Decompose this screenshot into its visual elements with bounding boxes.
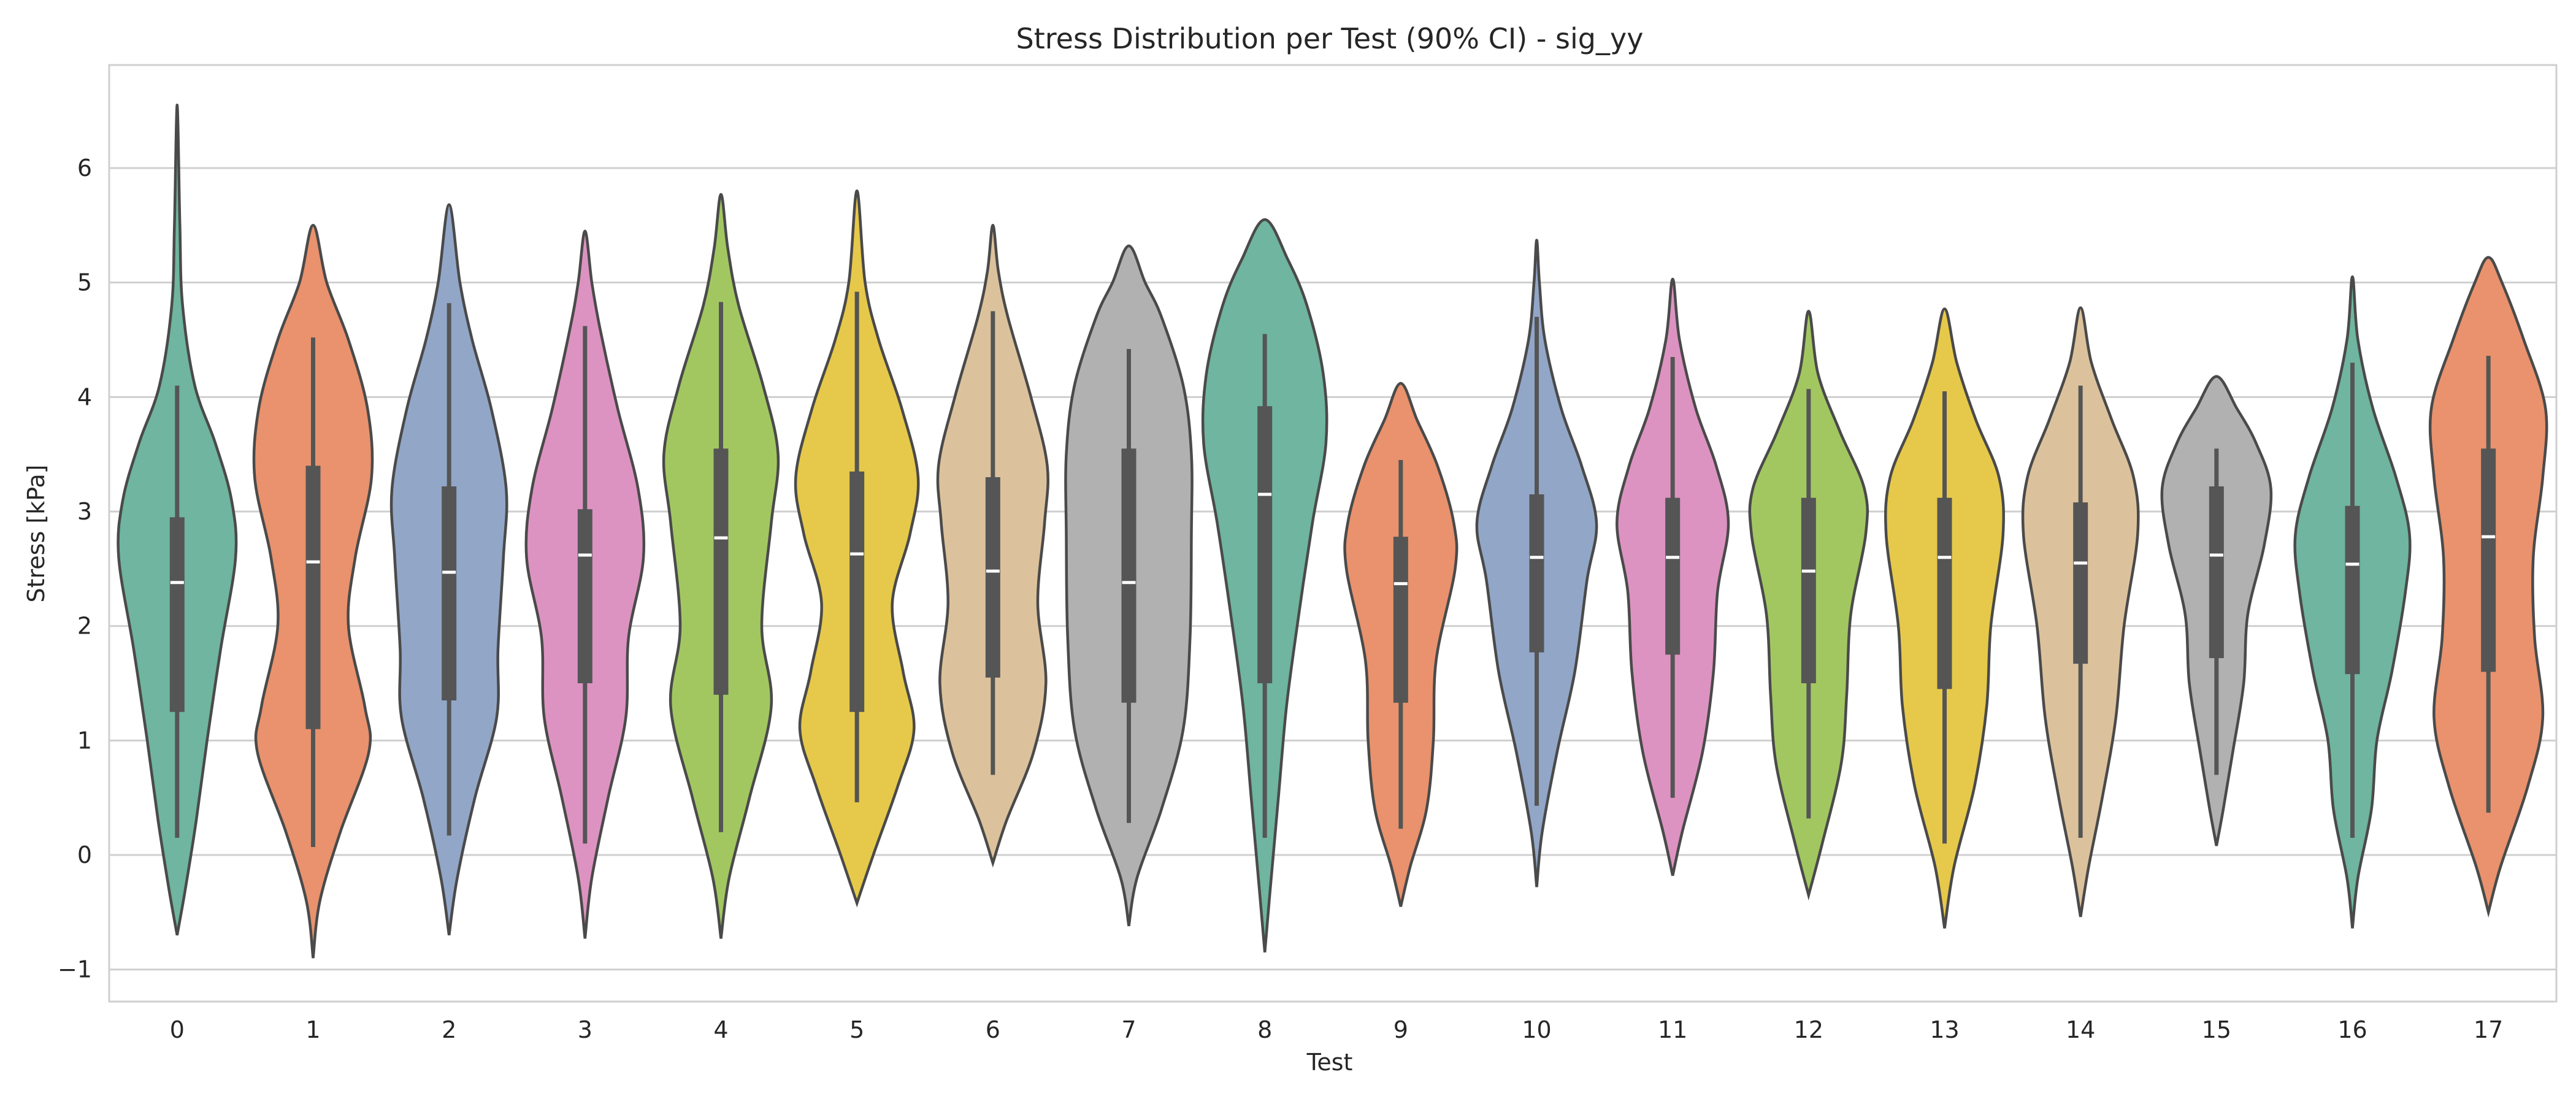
- x-tick-label: 13: [1930, 1016, 1959, 1043]
- violin-test-4: [662, 193, 780, 939]
- y-tick-label: 6: [77, 155, 92, 182]
- violin-test-9: [1343, 381, 1459, 907]
- violin-test-16: [2293, 275, 2412, 929]
- y-tick-label: 4: [77, 383, 92, 410]
- violin-test-17: [2428, 256, 2548, 918]
- violin-test-3: [524, 229, 646, 939]
- x-tick-label: 10: [1522, 1016, 1551, 1043]
- x-tick-label: 12: [1794, 1016, 1823, 1043]
- x-tick-label: 0: [170, 1016, 185, 1043]
- violin-test-11: [1616, 277, 1730, 876]
- y-tick-label: −1: [58, 956, 92, 983]
- x-tick-label: 5: [849, 1016, 864, 1043]
- violins: [117, 104, 2548, 959]
- x-tick-label: 7: [1121, 1016, 1136, 1043]
- violin-test-12: [1748, 310, 1869, 901]
- y-tick-labels: −1 0 1 2 3 4 5 6: [58, 155, 92, 983]
- x-tick-label: 17: [2474, 1016, 2503, 1043]
- y-tick-label: 2: [77, 613, 92, 640]
- x-tick-label: 16: [2337, 1016, 2367, 1043]
- violin-test-15: [2160, 375, 2273, 846]
- violin-test-8: [1201, 218, 1328, 953]
- violin-test-1: [252, 224, 374, 959]
- x-tick-labels: 0 1 2 3 4 5 6 7 8 9 10 11 12 13 14 15 16 17: [170, 1016, 2504, 1043]
- violin-test-0: [117, 104, 238, 936]
- x-tick-label: 15: [2202, 1016, 2231, 1043]
- y-tick-label: 5: [77, 269, 92, 296]
- x-tick-label: 8: [1257, 1016, 1272, 1043]
- x-tick-label: 6: [986, 1016, 1000, 1043]
- violin-test-13: [1884, 307, 2005, 929]
- grid-lines: [109, 167, 2556, 971]
- x-tick-label: 14: [2066, 1016, 2095, 1043]
- x-tick-label: 1: [305, 1016, 320, 1043]
- x-tick-label: 2: [442, 1016, 456, 1043]
- x-tick-label: 9: [1393, 1016, 1408, 1043]
- x-axis-label: Test: [1306, 1049, 1353, 1076]
- x-tick-label: 11: [1658, 1016, 1687, 1043]
- violin-test-6: [936, 224, 1049, 868]
- violin-test-2: [389, 203, 508, 936]
- chart-title: Stress Distribution per Test (90% CI) - …: [1016, 22, 1644, 55]
- y-tick-label: 3: [77, 498, 92, 525]
- violin-test-7: [1064, 244, 1194, 927]
- y-tick-label: 1: [77, 727, 92, 754]
- plot-frame: [108, 64, 2558, 1003]
- y-axis-label: Stress [kPa]: [23, 464, 50, 602]
- violin-test-10: [1475, 239, 1598, 887]
- violin-test-14: [2021, 306, 2140, 918]
- x-tick-label: 3: [578, 1016, 592, 1043]
- violin-test-5: [794, 190, 920, 908]
- x-tick-label: 4: [713, 1016, 728, 1043]
- y-tick-label: 0: [77, 841, 92, 868]
